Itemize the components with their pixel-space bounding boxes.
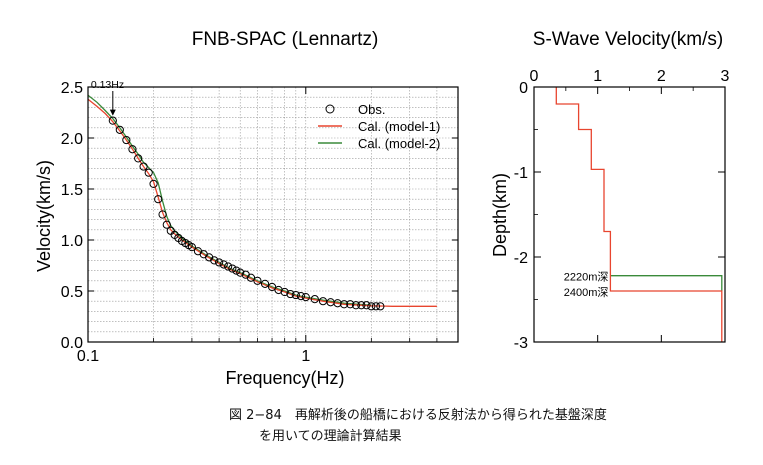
chart1-obs-point — [291, 290, 300, 300]
chart1-obs-point — [280, 287, 289, 297]
chart1-obs-point — [274, 285, 283, 295]
chart1-obs-point — [362, 301, 371, 310]
chart1-obs-point — [162, 220, 171, 229]
chart1-obs-point — [232, 266, 241, 275]
chart1-obs-point — [253, 276, 262, 285]
chart1-plot-frame — [87, 86, 459, 343]
chart1-annotation-label: 0.13Hz — [91, 79, 124, 91]
chart1-y-tick-label: 1.5 — [61, 182, 83, 199]
chart1-y-tick-label: 0.5 — [61, 284, 83, 301]
chart1-x-tick-label: 1 — [301, 348, 310, 365]
chart1-obs-point — [376, 302, 385, 311]
chart1-obs-point — [236, 268, 245, 277]
chart1-legend-label-model-1: Cal. (model-1) — [358, 119, 440, 134]
chart1-obs-point — [166, 226, 175, 235]
chart1-obs-point — [187, 243, 197, 252]
chart1-obs-point — [122, 135, 131, 145]
chart1-obs-point — [296, 292, 306, 301]
chart1-obs-point — [340, 300, 349, 309]
chart1-legend-marker-obs — [325, 104, 335, 114]
chart1-obs-point — [210, 256, 219, 265]
chart1-obs-point — [128, 145, 137, 154]
caption-line-1: 図 2−84 再解析後の船橋における反射法から得られた基盤深度 — [229, 408, 607, 423]
chart1-obs-point — [144, 168, 153, 177]
chart1-y-tick-label: 2.5 — [61, 80, 83, 97]
chart1-obs-point — [351, 301, 361, 310]
chart1-obs-point — [215, 258, 224, 267]
chart1-series-line-model-2 — [87, 94, 372, 306]
chart1-annotation-arrowhead — [109, 109, 116, 116]
chart1-obs-point — [134, 154, 143, 163]
chart1-title: FNB-SPAC (Lennartz) — [192, 29, 379, 50]
chart1-obs-point — [219, 260, 228, 269]
chart1-obs-point — [301, 293, 310, 302]
chart1-obs-point — [228, 264, 237, 273]
chart1-x-axis-label: Frequency(Hz) — [225, 368, 344, 388]
chart1-obs-point — [286, 289, 295, 299]
chart1-obs-point — [149, 179, 158, 188]
chart1-x-tick-label: 0.1 — [77, 348, 99, 365]
chart1-y-tick-label: 0.0 — [61, 335, 83, 352]
chart1-obs-point — [367, 302, 376, 311]
chart1-obs-point — [158, 210, 167, 219]
chart1-y-axis-label: Velocity(km/s) — [34, 160, 54, 272]
chart1-obs-point — [346, 300, 355, 309]
chart1-legend-label-model-2: Cal. (model-2) — [358, 136, 440, 151]
chart1-obs-point — [115, 125, 124, 134]
chart1-obs-point — [139, 162, 148, 171]
chart1-obs-point — [154, 195, 163, 204]
chart1-obs-point — [224, 262, 233, 271]
chart1-legend-label-obs: Obs. — [358, 102, 385, 117]
chart1-obs-point — [246, 273, 256, 282]
chart1-obs-point — [371, 302, 381, 311]
chart1-y-tick-label: 2.0 — [61, 131, 83, 148]
chart1-obs-point — [333, 299, 342, 308]
chart1-obs-point — [310, 295, 319, 304]
chart1-obs-point — [108, 116, 117, 125]
chart1-obs-point — [260, 279, 270, 288]
chart1-y-tick-label: 1.0 — [61, 233, 83, 250]
caption-line-2: を用いての理論計算結果 — [259, 429, 402, 444]
chart1-obs-point — [357, 301, 366, 310]
chart1-obs-point — [267, 282, 277, 292]
